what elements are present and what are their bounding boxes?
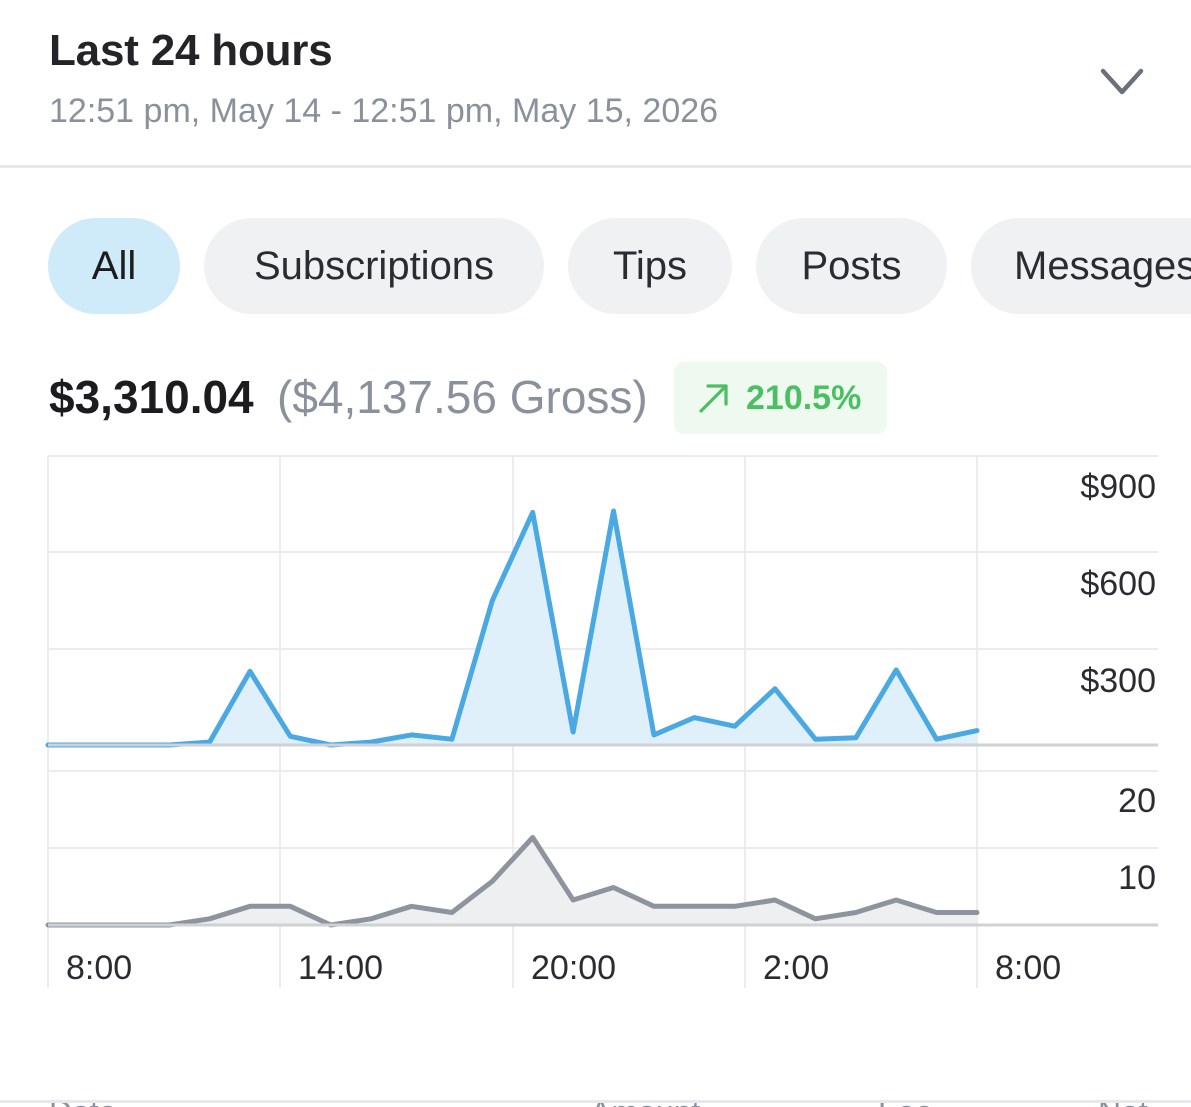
filter-chip-subscriptions[interactable]: Subscriptions bbox=[204, 218, 544, 314]
earnings-chart-svg: $900 $600 $300 20 10 8:00 14:00 20:00 2:00 8:00 bbox=[45, 455, 1158, 988]
filter-chip-posts[interactable]: Posts bbox=[756, 218, 947, 314]
filter-chip-all[interactable]: All bbox=[48, 218, 180, 314]
period-date-range: 12:51 pm, May 14 - 12:51 pm, May 15, 202… bbox=[49, 92, 719, 130]
y-tick-label: 20 bbox=[1118, 782, 1156, 820]
filter-chip-messages[interactable]: Messages bbox=[971, 218, 1191, 314]
y-tick-label: 10 bbox=[1118, 859, 1156, 897]
x-tick-label: 20:00 bbox=[531, 949, 616, 987]
filter-chip-tips[interactable]: Tips bbox=[568, 218, 732, 314]
y-tick-label: $300 bbox=[1080, 662, 1156, 700]
count-area bbox=[48, 837, 977, 925]
change-percent: 210.5% bbox=[746, 379, 862, 417]
gross-total: ($4,137.56 Gross) bbox=[277, 371, 648, 423]
x-tick-label: 8:00 bbox=[995, 949, 1061, 987]
earnings-summary: $3,310.04 ($4,137.56 Gross) 210.5% bbox=[49, 362, 1191, 434]
x-tick-label: 2:00 bbox=[763, 949, 829, 987]
period-title: Last 24 hours bbox=[49, 26, 333, 75]
earnings-chart: $900 $600 $300 20 10 8:00 14:00 20:00 2:00 8:00 bbox=[0, 440, 1191, 1000]
table-divider bbox=[0, 1100, 1191, 1103]
period-selector[interactable]: Last 24 hours 12:51 pm, May 14 - 12:51 p… bbox=[0, 0, 1191, 168]
count-line bbox=[45, 835, 980, 928]
y-tick-label: $600 bbox=[1080, 565, 1156, 603]
change-badge: 210.5% bbox=[674, 362, 887, 434]
x-tick-label: 8:00 bbox=[66, 949, 132, 987]
earnings-area bbox=[48, 511, 977, 745]
y-tick-label: $900 bbox=[1080, 468, 1156, 506]
category-filter-bar: All Subscriptions Tips Posts Messages bbox=[0, 218, 1191, 314]
arrow-up-right-icon bbox=[699, 384, 728, 413]
earnings-line bbox=[45, 508, 980, 748]
chevron-down-icon[interactable] bbox=[1098, 62, 1146, 102]
x-tick-label: 14:00 bbox=[298, 949, 383, 987]
net-total: $3,310.04 bbox=[49, 371, 254, 423]
